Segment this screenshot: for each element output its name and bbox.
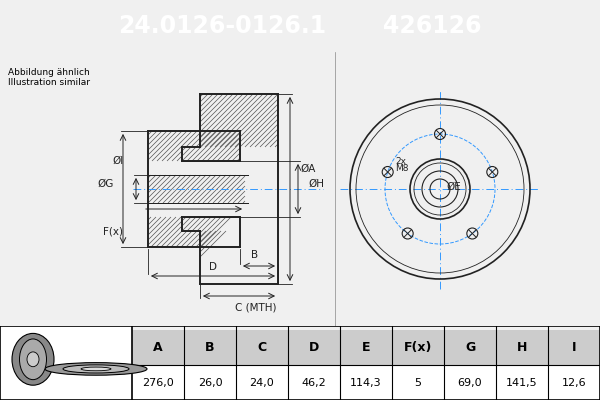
- Text: ØE: ØE: [446, 182, 461, 192]
- Text: C (MTH): C (MTH): [235, 302, 277, 312]
- Text: B: B: [205, 341, 215, 354]
- Text: 276,0: 276,0: [142, 378, 174, 388]
- Text: 141,5: 141,5: [506, 378, 538, 388]
- Text: ØA: ØA: [300, 164, 316, 174]
- Ellipse shape: [19, 339, 47, 380]
- Text: G: G: [465, 341, 475, 354]
- Bar: [132, 365, 600, 400]
- Text: ØH: ØH: [308, 179, 324, 189]
- Ellipse shape: [12, 334, 54, 385]
- Text: M8: M8: [395, 164, 408, 173]
- Text: H: H: [517, 341, 527, 354]
- Text: I: I: [572, 341, 576, 354]
- Text: 12,6: 12,6: [562, 378, 586, 388]
- Text: E: E: [362, 341, 370, 354]
- Bar: [132, 330, 600, 365]
- Text: 26,0: 26,0: [197, 378, 223, 388]
- Circle shape: [63, 365, 129, 373]
- Text: F(x): F(x): [103, 226, 123, 236]
- Text: 24.0126-0126.1: 24.0126-0126.1: [118, 14, 326, 38]
- Text: B: B: [251, 250, 259, 260]
- Text: 114,3: 114,3: [350, 378, 382, 388]
- Text: Abbildung ähnlich: Abbildung ähnlich: [8, 68, 90, 77]
- Text: D: D: [209, 262, 217, 272]
- Text: 2x: 2x: [395, 157, 407, 166]
- Text: Illustration similar: Illustration similar: [8, 78, 90, 87]
- Text: ØI: ØI: [112, 156, 124, 166]
- Text: 24,0: 24,0: [250, 378, 274, 388]
- Ellipse shape: [27, 352, 39, 367]
- Bar: [0, 326, 132, 400]
- Text: 426126: 426126: [383, 14, 481, 38]
- Text: A: A: [153, 341, 163, 354]
- Circle shape: [81, 367, 111, 371]
- Text: 5: 5: [415, 378, 421, 388]
- Circle shape: [45, 363, 147, 375]
- Text: F(x): F(x): [404, 341, 432, 354]
- Text: 46,2: 46,2: [302, 378, 326, 388]
- Text: D: D: [309, 341, 319, 354]
- Text: 69,0: 69,0: [458, 378, 482, 388]
- Text: C: C: [257, 341, 266, 354]
- Text: ØG: ØG: [98, 179, 114, 189]
